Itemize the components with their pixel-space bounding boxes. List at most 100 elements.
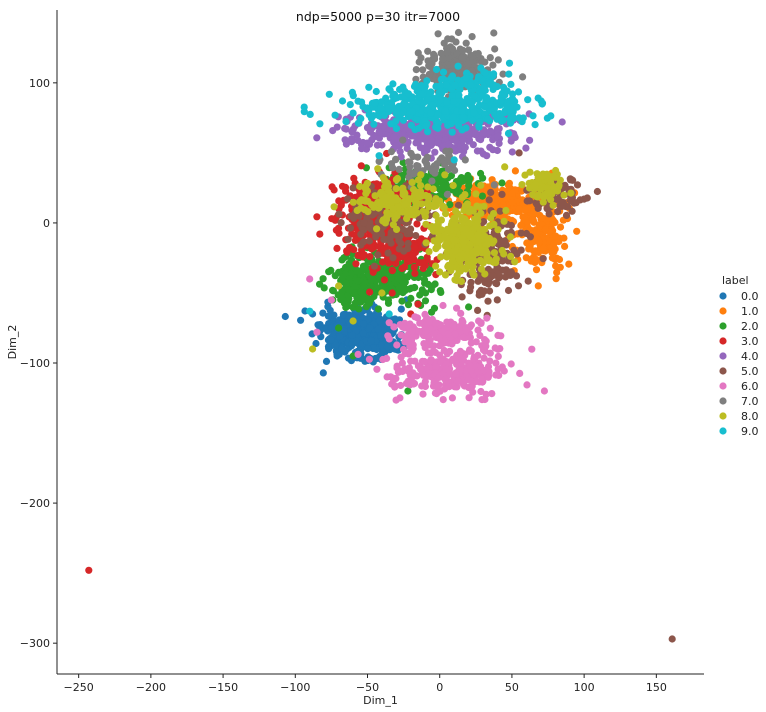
scatter-point: [349, 184, 357, 192]
scatter-point: [443, 225, 451, 233]
scatter-point: [507, 221, 515, 230]
scatter-point: [408, 327, 416, 335]
scatter-point: [351, 299, 359, 307]
scatter-point: [515, 149, 523, 157]
scatter-point: [508, 198, 516, 206]
scatter-point: [492, 279, 500, 287]
scatter-point: [462, 74, 470, 82]
scatter-point: [444, 330, 453, 338]
scatter-point: [461, 243, 469, 252]
scatter-point: [522, 144, 530, 152]
scatter-point: [524, 96, 532, 104]
scatter-point: [539, 255, 547, 263]
scatter-point: [485, 196, 493, 204]
scatter-point: [357, 288, 365, 296]
scatter-point: [444, 155, 452, 163]
scatter-point: [515, 114, 523, 122]
scatter-point: [491, 45, 499, 53]
chart-title: ndp=5000 p=30 itr=7000: [296, 9, 460, 24]
scatter-point: [521, 216, 530, 224]
scatter-point: [461, 156, 469, 164]
scatter-point: [498, 246, 506, 255]
scatter-point: [498, 363, 506, 371]
scatter-point: [429, 185, 437, 193]
scatter-point: [372, 87, 380, 96]
scatter-point: [385, 335, 393, 343]
scatter-point: [534, 282, 542, 290]
scatter-point: [362, 264, 370, 272]
scatter-point: [402, 209, 410, 217]
scatter-point: [414, 300, 422, 308]
scatter-point: [377, 104, 385, 112]
scatter-point: [470, 92, 478, 100]
scatter-point: [411, 313, 419, 321]
scatter-point: [448, 91, 456, 99]
scatter-point: [417, 54, 425, 62]
scatter-point: [538, 214, 546, 222]
scatter-point: [341, 124, 349, 133]
scatter-point: [449, 321, 457, 330]
x-tick-label: 50: [505, 681, 519, 694]
scatter-point: [327, 336, 335, 344]
scatter-point: [389, 205, 397, 213]
scatter-point: [534, 174, 542, 182]
scatter-point: [415, 327, 423, 335]
scatter-point: [375, 317, 384, 325]
scatter-point: [528, 345, 536, 353]
scatter-point: [441, 375, 449, 384]
scatter-point: [423, 146, 431, 154]
scatter-point: [552, 232, 560, 240]
scatter-point: [454, 62, 462, 70]
scatter-point: [467, 278, 475, 286]
scatter-point: [498, 179, 506, 187]
scatter-point: [379, 174, 387, 182]
scatter-point: [355, 305, 363, 313]
scatter-point: [380, 122, 388, 130]
scatter-point: [333, 123, 341, 131]
scatter-point: [473, 147, 481, 155]
scatter-point: [335, 324, 343, 332]
scatter-point: [436, 268, 444, 276]
scatter-point: [453, 304, 461, 312]
scatter-point: [437, 226, 445, 234]
scatter-point: [476, 331, 484, 340]
scatter-point: [436, 82, 444, 90]
scatter-point: [360, 219, 368, 227]
scatter-point: [491, 344, 499, 352]
scatter-point: [281, 312, 289, 321]
scatter-point: [515, 205, 523, 213]
scatter-point: [463, 200, 472, 208]
scatter-point: [429, 167, 437, 175]
scatter-point: [493, 132, 502, 140]
x-tick-label: 0: [436, 681, 443, 694]
scatter-point: [390, 133, 398, 141]
scatter-point: [432, 195, 440, 203]
scatter-point: [415, 134, 424, 142]
scatter-point: [417, 365, 425, 373]
scatter-point: [477, 319, 485, 327]
scatter-point: [441, 271, 450, 279]
scatter-point: [312, 339, 320, 348]
scatter-point: [359, 238, 367, 246]
scatter-point: [454, 28, 463, 37]
scatter-point: [367, 337, 375, 345]
scatter-point: [380, 111, 388, 119]
scatter-point: [434, 139, 442, 147]
scatter-point: [404, 273, 412, 281]
scatter-point: [440, 346, 448, 355]
scatter-point: [338, 256, 346, 264]
scatter-point: [443, 48, 451, 57]
scatter-point: [344, 195, 352, 203]
scatter-point: [403, 215, 411, 223]
scatter-point: [378, 230, 386, 238]
scatter-point: [377, 188, 385, 196]
scatter-point: [297, 316, 305, 324]
scatter-point: [404, 90, 412, 98]
scatter-point: [497, 97, 505, 106]
scatter-point: [392, 176, 400, 184]
scatter-point: [418, 82, 426, 90]
scatter-point: [366, 128, 374, 136]
scatter-point: [391, 382, 399, 390]
scatter-point: [441, 171, 449, 179]
scatter-point: [442, 240, 450, 248]
